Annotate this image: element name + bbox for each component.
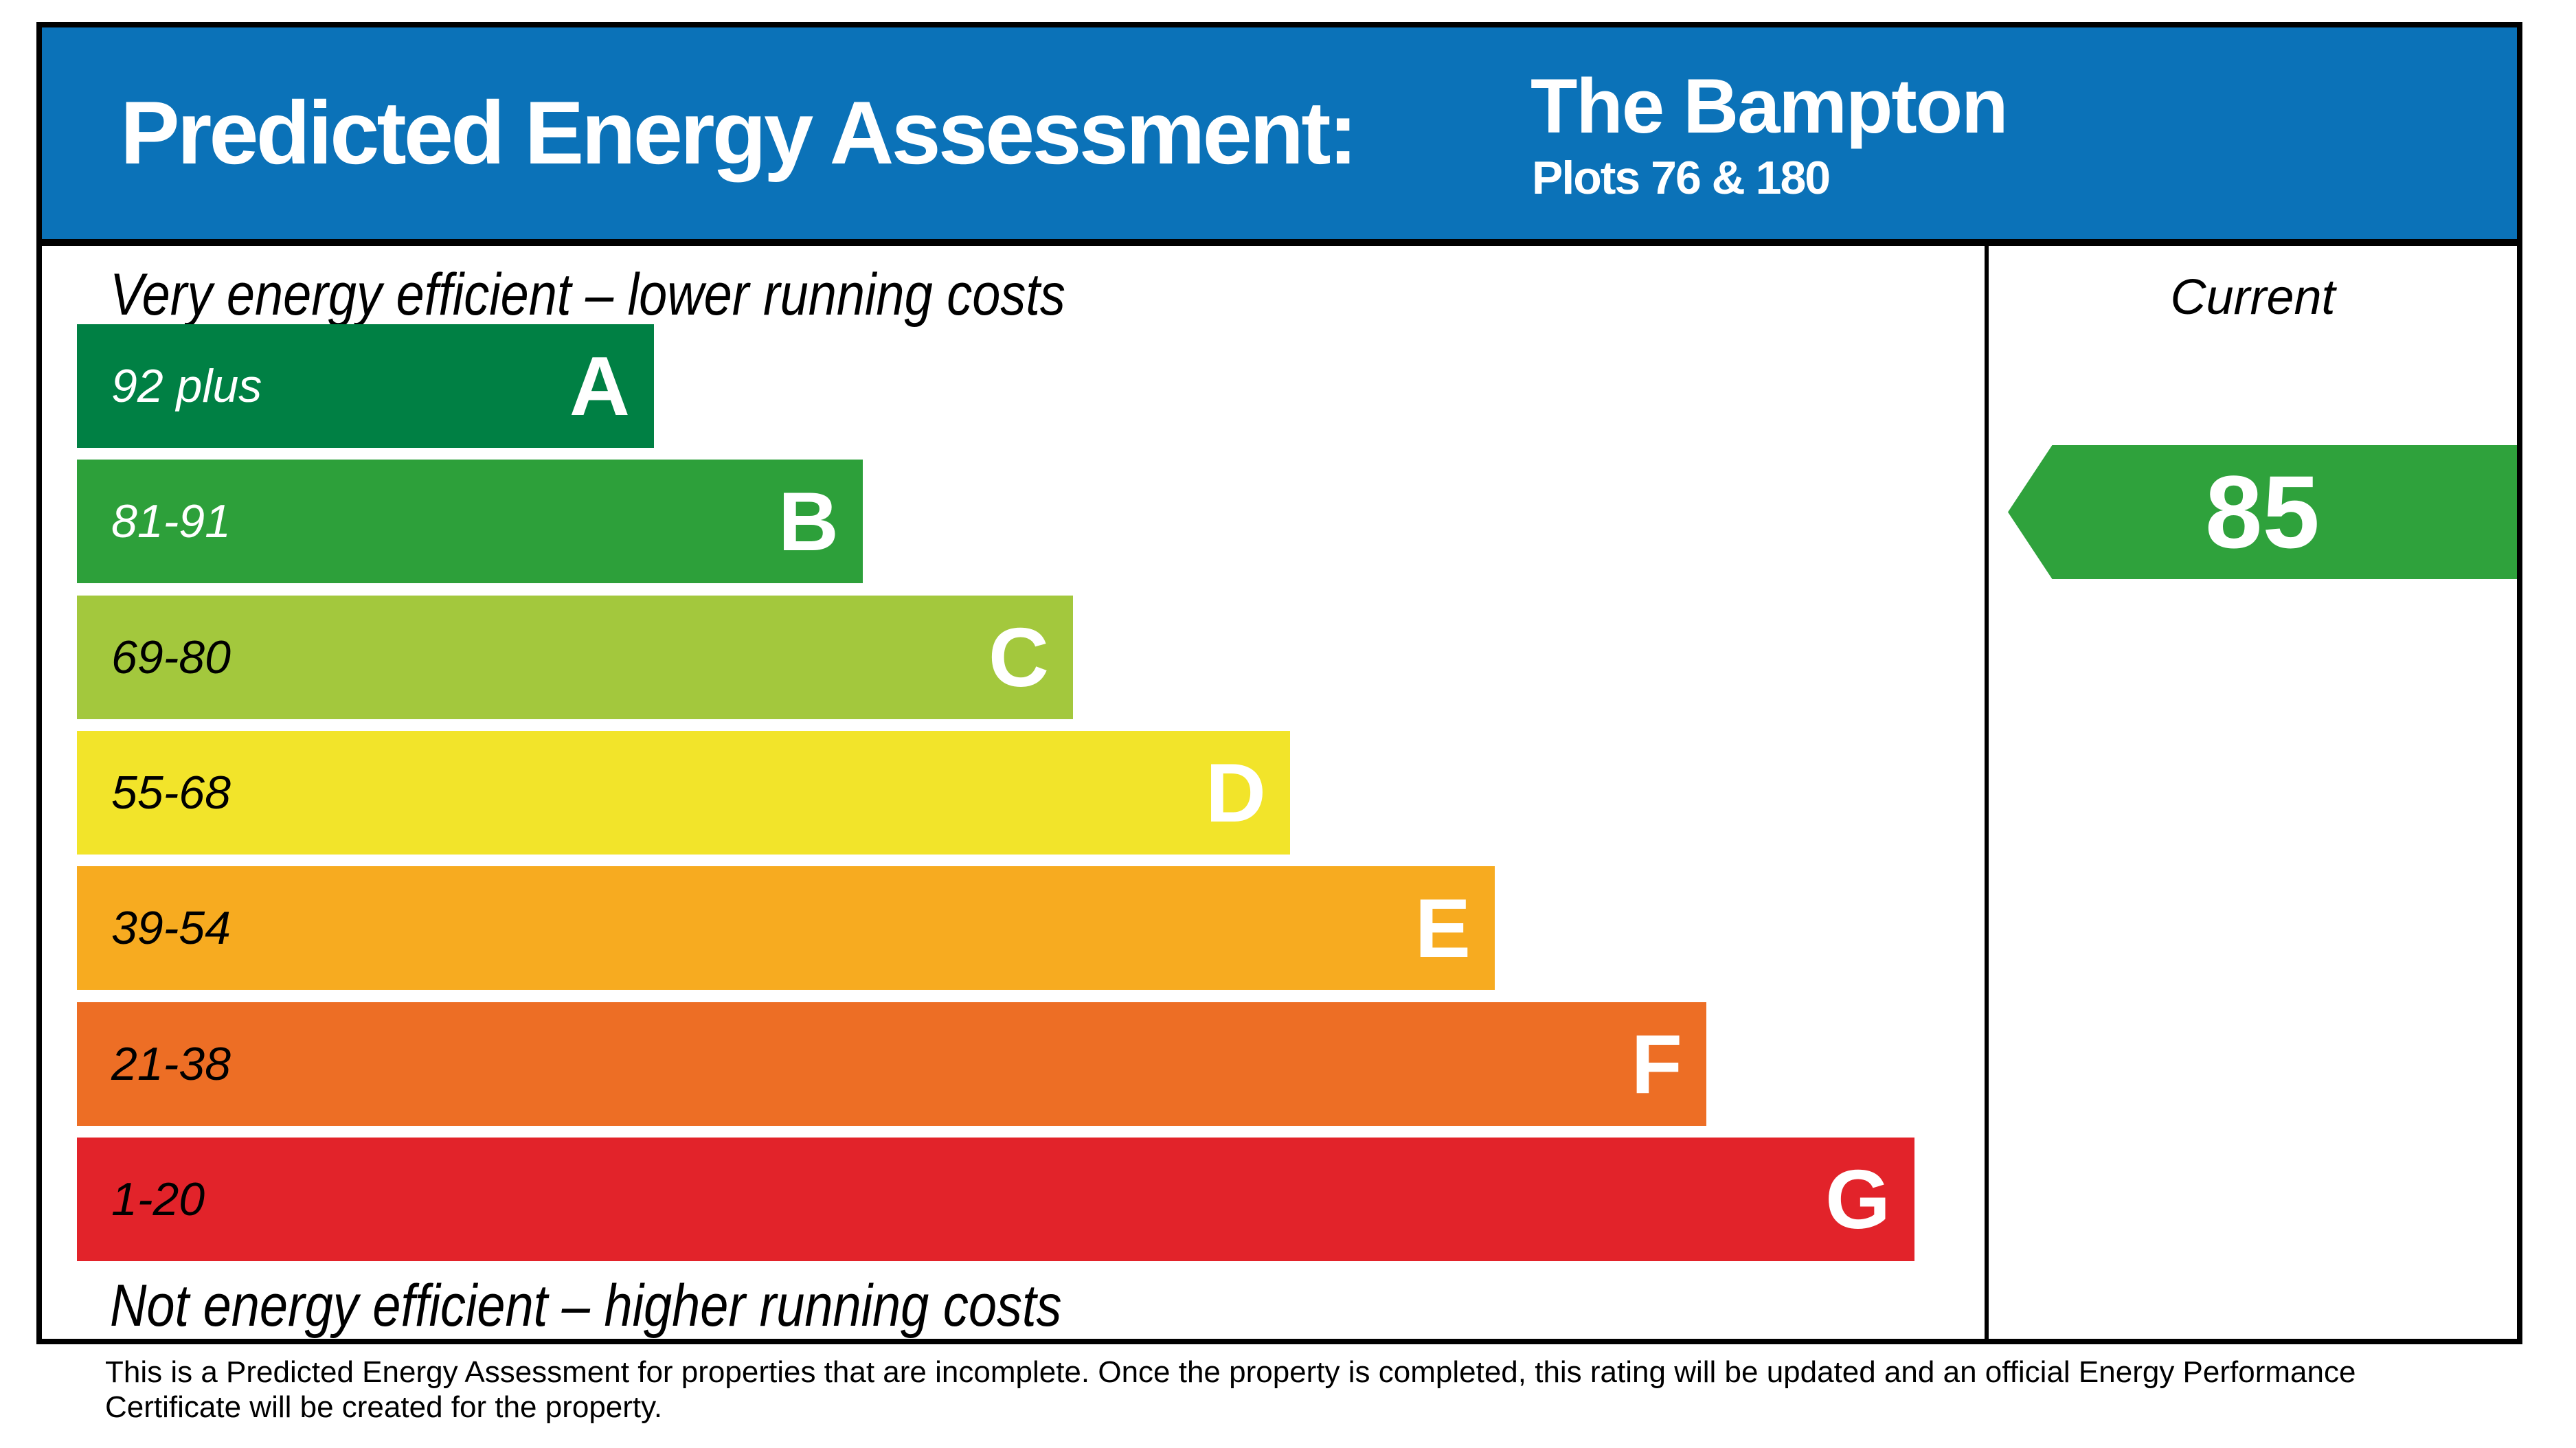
current-column-divider [1985, 246, 1989, 1339]
band-b: 81-91 B [77, 460, 863, 583]
footer-disclaimer: This is a Predicted Energy Assessment fo… [105, 1355, 2355, 1425]
band-range-label: 69-80 [111, 631, 231, 683]
band-letter: A [569, 339, 630, 433]
header: Predicted Energy Assessment: The Bampton… [42, 27, 2517, 246]
footer-line-1: This is a Predicted Energy Assessment fo… [105, 1355, 2356, 1389]
band-g: 1-20 G [77, 1138, 1914, 1261]
footer-line-2: Certificate will be created for the prop… [105, 1390, 663, 1424]
band-c: 69-80 C [77, 596, 1073, 719]
band-d: 55-68 D [77, 731, 1290, 855]
property-plots: Plots 76 & 180 [1532, 152, 1831, 204]
band-range-label: 1-20 [111, 1173, 205, 1225]
band-letter: C [988, 611, 1049, 704]
band-range-label: 92 plus [111, 360, 262, 412]
band-range-label: 39-54 [111, 902, 231, 954]
band-range-label: 21-38 [111, 1038, 231, 1090]
current-rating-value: 85 [2205, 454, 2320, 569]
band-e: 39-54 E [77, 866, 1495, 990]
band-letter: F [1631, 1017, 1682, 1111]
caption-not-efficient: Not energy efficient – higher running co… [110, 1273, 1062, 1339]
band-letter: G [1825, 1153, 1890, 1246]
page-title: Predicted Energy Assessment: [120, 82, 1358, 183]
band-range-label: 81-91 [111, 495, 231, 547]
band-letter: D [1205, 746, 1266, 839]
band-letter: B [778, 475, 839, 568]
band-f: 21-38 F [77, 1002, 1706, 1126]
current-column-header: Current [2170, 270, 2336, 325]
band-range-label: 55-68 [111, 767, 231, 819]
band-a: 92 plus A [77, 324, 654, 448]
current-rating-arrow: 85 [2008, 445, 2517, 579]
property-name: The Bampton [1530, 63, 2009, 149]
band-letter: E [1414, 881, 1471, 975]
certificate-box: Predicted Energy Assessment: The Bampton… [36, 22, 2522, 1344]
caption-very-efficient: Very energy efficient – lower running co… [110, 262, 1065, 328]
